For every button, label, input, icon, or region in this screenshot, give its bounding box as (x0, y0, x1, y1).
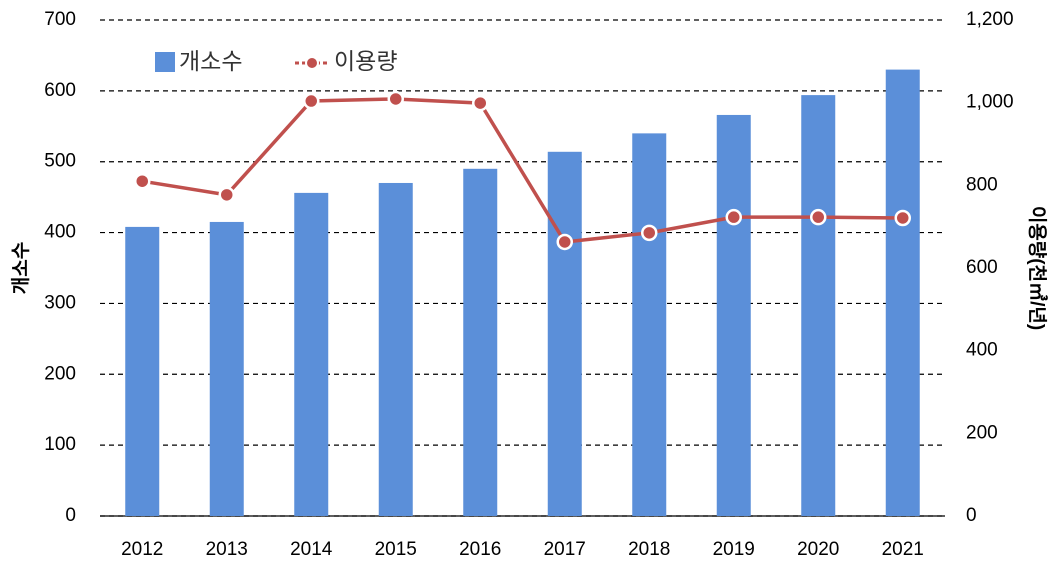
line-marker (387, 90, 404, 108)
y-tick-label: 500 (44, 151, 76, 172)
x-tick-label: 2013 (206, 539, 248, 560)
x-tick-label: 2020 (797, 539, 839, 560)
line-marker (472, 94, 489, 112)
bar (378, 182, 413, 516)
y-tick-label: 100 (44, 434, 76, 455)
line-marker (556, 233, 573, 251)
line-marker (303, 92, 320, 110)
bar (716, 114, 751, 516)
legend-label: 개소수 (179, 48, 242, 74)
y2-tick-label: 800 (966, 174, 998, 195)
line-marker (810, 208, 827, 226)
legend-label: 이용량 (334, 48, 397, 74)
line (141, 97, 903, 244)
line-marker (894, 209, 911, 227)
y-tick-label: 0 (65, 505, 76, 526)
bar (209, 221, 244, 516)
line-marker (218, 186, 235, 204)
line-marker (641, 224, 658, 242)
bar (801, 95, 836, 516)
bar (294, 192, 329, 517)
y-tick-label: 700 (44, 9, 76, 30)
y2-tick-label: 1,200 (966, 9, 1014, 30)
y-tick-label: 600 (44, 80, 76, 101)
x-tick-label: 2014 (290, 539, 333, 560)
y2-axis-title: 이용량(천㎥/년) (1026, 206, 1049, 330)
x-tick-label: 2015 (375, 539, 417, 560)
legend-swatch (155, 52, 175, 72)
x-tick-label: 2018 (628, 539, 670, 560)
bar (547, 151, 582, 516)
y2-tick-label: 200 (966, 422, 998, 443)
bar (463, 168, 498, 517)
y-tick-label: 300 (44, 292, 76, 313)
y-axis-title: 개소수 (10, 242, 32, 294)
y2-tick-label: 600 (966, 257, 998, 278)
bar (885, 69, 920, 516)
x-tick-label: 2021 (882, 539, 924, 560)
y-tick-label: 200 (44, 363, 76, 384)
line-marker (134, 172, 151, 190)
y-tick-label: 400 (44, 222, 76, 243)
bar (632, 133, 667, 516)
y2-tick-label: 0 (966, 505, 977, 526)
y2-tick-label: 1,000 (966, 92, 1014, 113)
x-tick-label: 2012 (121, 539, 163, 560)
bar (125, 226, 160, 516)
x-tick-label: 2019 (713, 539, 755, 560)
y2-tick-label: 400 (966, 340, 998, 361)
legend-marker (305, 56, 319, 70)
x-tick-label: 2017 (544, 539, 586, 560)
x-tick-label: 2016 (459, 539, 501, 560)
line-marker (725, 208, 742, 226)
